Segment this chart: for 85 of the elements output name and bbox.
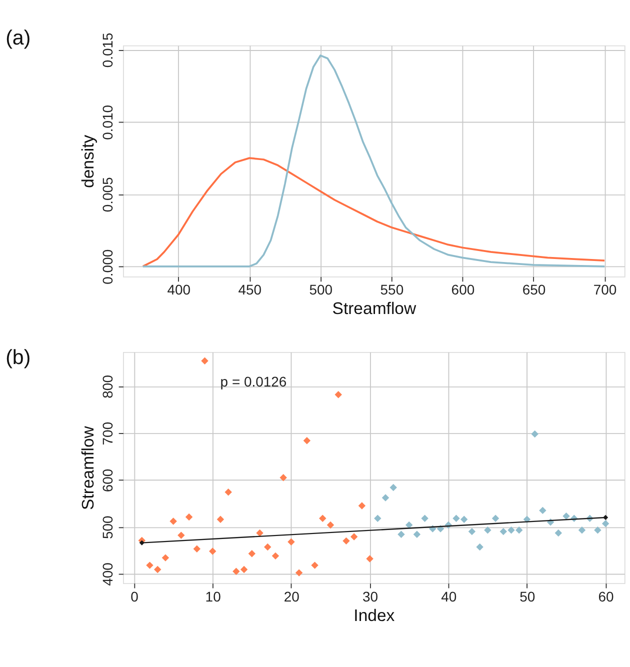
point bbox=[578, 526, 586, 534]
x-axis-title: Streamflow bbox=[332, 299, 417, 318]
point bbox=[288, 538, 295, 546]
point bbox=[500, 528, 507, 536]
x-tick-label: 450 bbox=[238, 282, 262, 298]
y-axis-title: Streamflow bbox=[78, 425, 98, 510]
y-tick-label: 0.015 bbox=[99, 32, 116, 68]
x-tick-label: 40 bbox=[441, 588, 457, 604]
point bbox=[248, 550, 256, 558]
point bbox=[452, 514, 460, 522]
point bbox=[366, 555, 374, 562]
point bbox=[382, 494, 390, 502]
point bbox=[311, 562, 318, 569]
line-series bbox=[142, 54, 606, 268]
point bbox=[162, 554, 170, 562]
point bbox=[170, 518, 177, 525]
point bbox=[484, 526, 492, 534]
annotation: p = 0.0126 bbox=[220, 373, 287, 390]
point bbox=[350, 533, 358, 540]
point bbox=[264, 543, 272, 551]
x-tick-label: 500 bbox=[309, 282, 333, 298]
y-tick-label: 500 bbox=[99, 515, 116, 539]
point bbox=[326, 521, 334, 529]
x-tick-label: 400 bbox=[167, 282, 191, 298]
point bbox=[476, 543, 484, 551]
y-tick-label: 800 bbox=[99, 374, 116, 398]
point bbox=[139, 540, 144, 546]
line-series bbox=[142, 157, 606, 268]
point bbox=[146, 562, 154, 569]
point bbox=[201, 357, 208, 365]
y-tick-label: 0.000 bbox=[99, 249, 116, 284]
x-axis-title: Index bbox=[354, 606, 396, 625]
point bbox=[460, 516, 468, 523]
chart-title: (b) bbox=[6, 346, 31, 370]
point bbox=[185, 513, 193, 521]
point bbox=[280, 474, 287, 482]
y-tick-label: 400 bbox=[99, 562, 116, 586]
point bbox=[390, 484, 397, 492]
y-tick-label: 0.010 bbox=[99, 104, 116, 140]
point bbox=[295, 569, 303, 576]
point bbox=[178, 532, 185, 539]
x-tick-label: 60 bbox=[598, 588, 614, 604]
x-tick-label: 700 bbox=[593, 282, 617, 298]
y-axis-title: density bbox=[78, 134, 98, 188]
point bbox=[154, 566, 162, 574]
point bbox=[539, 506, 546, 514]
point bbox=[405, 521, 413, 529]
point bbox=[224, 488, 232, 496]
point bbox=[334, 391, 342, 398]
point bbox=[256, 529, 264, 537]
point bbox=[342, 537, 350, 545]
point bbox=[554, 529, 562, 537]
x-tick-label: 0 bbox=[130, 588, 139, 604]
chart-title: (a) bbox=[6, 26, 31, 50]
point bbox=[358, 502, 366, 510]
y-tick-label: 0.005 bbox=[99, 176, 116, 212]
x-tick-label: 50 bbox=[520, 588, 536, 604]
point bbox=[602, 520, 610, 528]
y-tick-label: 600 bbox=[99, 468, 116, 492]
point bbox=[232, 568, 240, 576]
point bbox=[515, 526, 523, 534]
x-tick-label: 30 bbox=[362, 588, 378, 604]
point bbox=[193, 545, 200, 553]
point bbox=[508, 526, 515, 534]
x-tick-label: 600 bbox=[451, 282, 475, 298]
x-tick-label: 20 bbox=[284, 588, 300, 604]
x-tick-label: 550 bbox=[380, 282, 404, 298]
point bbox=[413, 530, 421, 538]
x-tick-label: 10 bbox=[205, 588, 222, 604]
point bbox=[272, 552, 280, 560]
point bbox=[240, 566, 248, 574]
point bbox=[319, 514, 326, 522]
point bbox=[562, 512, 570, 520]
point bbox=[468, 528, 476, 536]
x-tick-label: 650 bbox=[522, 282, 546, 298]
point bbox=[374, 514, 382, 522]
point bbox=[531, 430, 538, 438]
point bbox=[421, 514, 428, 522]
point bbox=[303, 436, 311, 444]
point bbox=[398, 530, 405, 538]
point bbox=[216, 516, 224, 523]
point bbox=[209, 548, 216, 555]
point bbox=[492, 514, 500, 522]
y-tick-label: 700 bbox=[99, 422, 116, 446]
point bbox=[594, 526, 602, 534]
